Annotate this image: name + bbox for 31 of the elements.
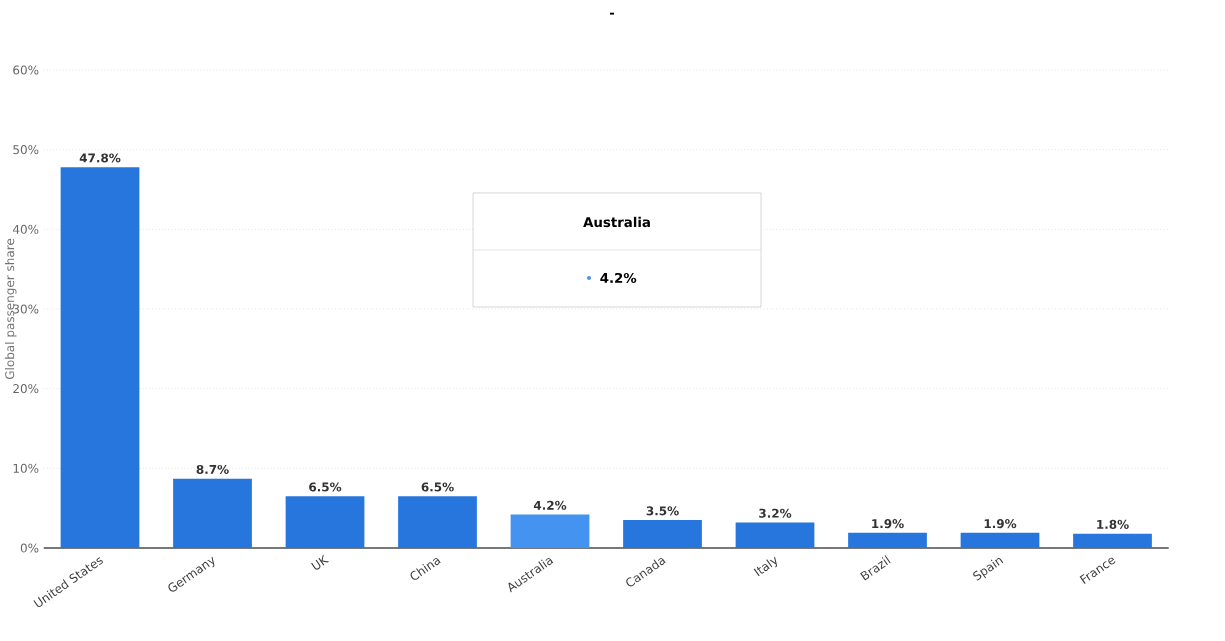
y-tick-label: 10%	[13, 463, 39, 473]
bar	[398, 496, 477, 548]
bar	[173, 478, 252, 548]
data-label: 6.5%	[309, 482, 342, 492]
data-label: 1.9%	[872, 519, 904, 529]
x-tick-label: Italy	[753, 556, 777, 577]
bar	[510, 514, 590, 548]
chart-title: -	[609, 12, 615, 15]
data-label: 47.8%	[79, 153, 121, 163]
data-label: 1.8%	[1097, 519, 1129, 529]
y-tick-label: 20%	[13, 384, 39, 394]
data-label: 1.9%	[984, 519, 1017, 529]
annotation: 4.2%	[600, 272, 637, 284]
bar	[1073, 533, 1152, 548]
bar	[960, 532, 1040, 548]
bar	[735, 522, 815, 548]
data-label: 8.7%	[196, 464, 229, 474]
y-tick-label: 40%	[12, 224, 39, 234]
y-tick-label: 60%	[13, 65, 39, 75]
y-tick-label: 50%	[13, 145, 39, 155]
data-label: 4.2%	[533, 500, 567, 510]
annotation: Australia	[583, 216, 650, 228]
data-label: 3.5%	[646, 506, 679, 516]
x-tick-label: UK	[311, 554, 330, 570]
bar	[623, 520, 702, 548]
data-label: 6.5%	[421, 482, 454, 492]
data-label: 3.2%	[759, 508, 792, 518]
y-tick-label: 0%	[20, 543, 39, 553]
bar	[60, 167, 140, 548]
bar	[285, 496, 365, 548]
bar	[848, 532, 927, 548]
